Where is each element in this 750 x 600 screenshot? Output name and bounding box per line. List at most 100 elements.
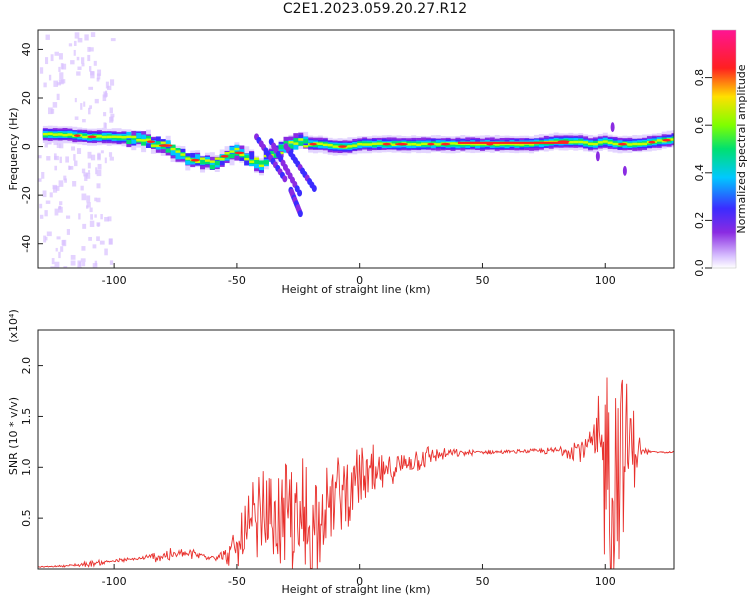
snr-y-label: SNR (10 * v/v) [7, 397, 20, 475]
heatmap-speckle [97, 163, 102, 170]
heatmap-band-cell [627, 143, 633, 146]
heatmap-peak [158, 144, 173, 147]
heatmap-peak [440, 142, 451, 146]
heatmap-speckle [96, 197, 101, 203]
spectrogram-x-label: Height of straight line (km) [281, 283, 430, 296]
heatmap-speckle [90, 71, 95, 79]
heatmap-speckle [55, 247, 58, 252]
heatmap-speckle [48, 107, 53, 115]
heatmap-speckle [74, 32, 80, 39]
heatmap-band-cell [327, 144, 333, 147]
heatmap-speckle [60, 79, 66, 84]
heatmap-speckle [99, 240, 105, 245]
heatmap-speckle [77, 37, 83, 43]
heatmap-speckle [84, 34, 89, 41]
heatmap-speckle [56, 142, 61, 148]
heatmap-speckle [88, 236, 92, 241]
x-tick-label: -100 [102, 274, 127, 287]
heatmap-speckle [59, 72, 64, 80]
heatmap-band-cell [229, 150, 235, 153]
heatmap-speckle [109, 156, 114, 161]
heatmap-band-cell [421, 142, 427, 146]
spectrogram-frame [37, 29, 675, 269]
heatmap-speckle [87, 54, 91, 62]
heatmap-speckle [94, 197, 97, 202]
heatmap-dip [610, 122, 615, 133]
heatmap-speckle [92, 244, 97, 249]
heatmap-speckle [97, 152, 101, 160]
spectrogram-y-axis: -40 -20 0 20 40 [20, 42, 43, 253]
heatmap-band-cell [204, 159, 210, 165]
heatmap-band-cell [209, 161, 215, 169]
heatmap-speckle [45, 34, 50, 40]
heatmap-peak [309, 142, 317, 146]
heatmap-band-cell [578, 140, 584, 144]
heatmap-speckle [74, 160, 78, 167]
heatmap-speckle [77, 266, 82, 268]
heatmap-band-cell [254, 161, 260, 169]
heatmap-band-cell [244, 155, 250, 160]
heatmap-speckle [80, 103, 83, 110]
heatmap-speckle [44, 210, 48, 217]
x-tick-label: 100 [595, 274, 616, 287]
heatmap-band-cell [219, 155, 225, 161]
heatmap-speckle [56, 93, 60, 101]
heatmap-band-cell [288, 141, 294, 144]
heatmap-band-cell [278, 145, 284, 158]
heatmap-speckle [94, 214, 97, 218]
x-tick-label: 0 [356, 575, 363, 588]
heatmap-speckle [53, 80, 59, 87]
heatmap-band-cell [362, 143, 368, 146]
heatmap-speckle [58, 66, 61, 72]
heatmap-speckle [81, 63, 85, 67]
heatmap-speckle [68, 43, 73, 47]
heatmap-dip [622, 165, 627, 176]
heatmap-band-cell [288, 144, 294, 149]
heatmap-band-cell [96, 135, 102, 138]
heatmap-peak [338, 145, 347, 148]
heatmap-speckle [88, 170, 91, 174]
heatmap-speckle [83, 101, 86, 107]
snr-x-label: Height of straight line (km) [281, 583, 430, 596]
heatmap-band-cell [234, 147, 240, 151]
heatmap-band-cell [258, 160, 264, 165]
heatmap-band-cell [126, 139, 132, 145]
heatmap-speckle [89, 220, 95, 227]
heatmap-speckle [72, 181, 77, 187]
heatmap-speckle [97, 69, 102, 76]
heatmap-speckle [109, 79, 115, 86]
heatmap-band-cell [209, 160, 215, 163]
x-tick-label: 0 [356, 274, 363, 287]
heatmap-band-cell [376, 142, 382, 145]
heatmap-band-cell [298, 141, 304, 146]
heatmap-speckle [86, 195, 91, 203]
heatmap-band-cell [450, 142, 456, 145]
heatmap-speckle [63, 175, 67, 181]
x-tick-label: 50 [475, 575, 489, 588]
heatmap-band-cell [57, 133, 63, 136]
heatmap-speckle [43, 82, 47, 88]
heatmap-speckle [89, 47, 94, 52]
snr-frame [37, 329, 675, 570]
heatmap-band-cell [249, 151, 255, 162]
heatmap-band-cell [67, 133, 73, 136]
heatmap-speckle [58, 53, 63, 60]
heatmap-band-cell [573, 140, 579, 144]
heatmap-band-cell [111, 135, 117, 138]
heatmap-band-cell [293, 138, 299, 143]
heatmap-band-cell [121, 136, 127, 139]
heatmap-speckle [54, 165, 58, 171]
heatmap-speckle [46, 231, 52, 237]
heatmap-speckle [109, 107, 113, 114]
heatmap-speckle [38, 178, 42, 182]
heatmap-band-cell [244, 156, 250, 166]
heatmap-band-cell [322, 143, 328, 147]
heatmap-speckle [68, 165, 71, 170]
heatmap-speckle [45, 200, 51, 204]
heatmap-speckle [87, 46, 91, 52]
heatmap-speckle [81, 57, 85, 64]
heatmap-peak [220, 154, 229, 158]
heatmap-band-cell [268, 151, 274, 156]
heatmap-speckle [73, 49, 76, 56]
heatmap-speckle [49, 192, 53, 198]
